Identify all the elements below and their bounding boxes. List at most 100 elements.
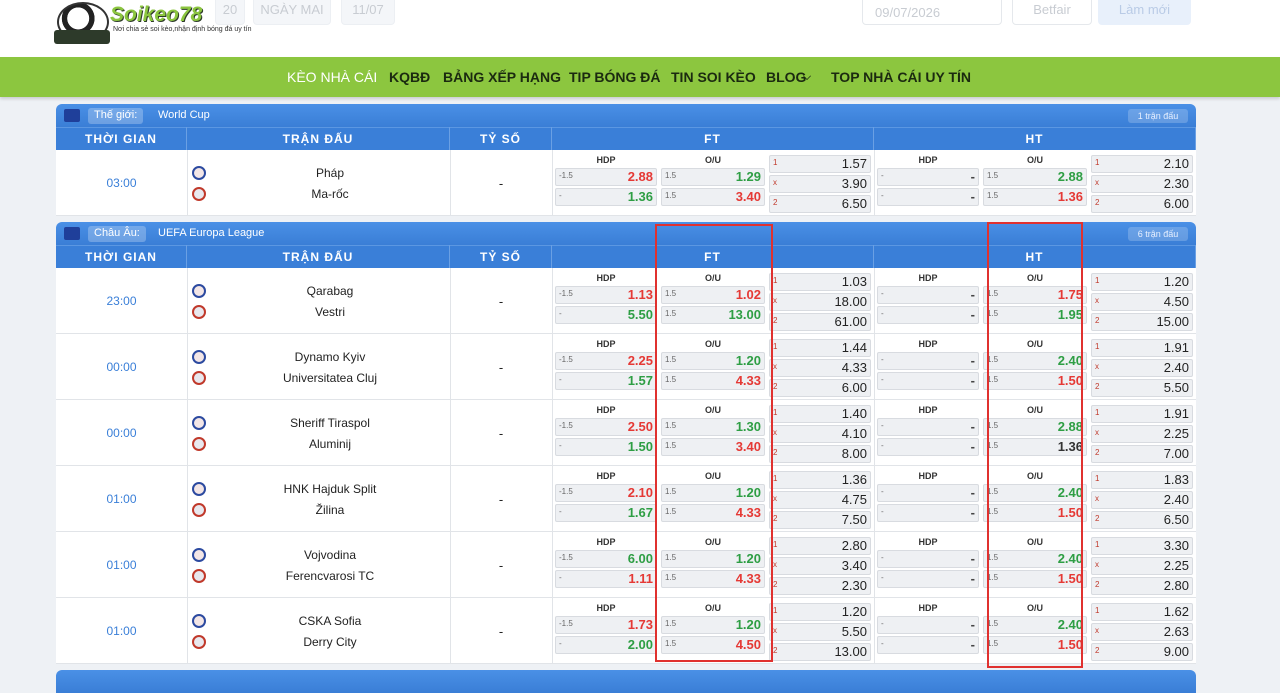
odds-cell[interactable] xyxy=(1091,491,1193,509)
odds-cell[interactable] xyxy=(769,623,871,641)
odds-cell[interactable] xyxy=(661,306,765,324)
odds-cell[interactable] xyxy=(769,537,871,555)
odds-cell[interactable] xyxy=(1091,577,1193,595)
odds-cell[interactable] xyxy=(1091,313,1193,331)
odds-cell[interactable] xyxy=(769,195,871,213)
odds-cell[interactable] xyxy=(983,550,1087,568)
odds-cell[interactable] xyxy=(983,636,1087,654)
odds-cell[interactable] xyxy=(661,286,765,304)
odds-cell[interactable] xyxy=(769,425,871,443)
nav-item[interactable]: TIP BÓNG ĐÁ xyxy=(569,69,661,85)
odds-cell[interactable] xyxy=(983,168,1087,186)
odds-cell[interactable] xyxy=(983,372,1087,390)
odds-cell[interactable] xyxy=(661,484,765,502)
date-tab[interactable]: 20 xyxy=(215,0,245,25)
odds-cell[interactable] xyxy=(983,188,1087,206)
odds-cell[interactable] xyxy=(877,188,979,206)
odds-cell[interactable] xyxy=(877,286,979,304)
odds-cell[interactable] xyxy=(1091,603,1193,621)
odds-cell[interactable] xyxy=(877,306,979,324)
odds-cell[interactable] xyxy=(769,511,871,529)
odds-cell[interactable] xyxy=(877,418,979,436)
odds-cell[interactable] xyxy=(769,175,871,193)
odds-cell[interactable] xyxy=(769,491,871,509)
date-tab[interactable]: NGÀY MAI xyxy=(253,0,331,25)
odds-cell[interactable] xyxy=(983,306,1087,324)
odds-cell[interactable] xyxy=(877,570,979,588)
odds-cell[interactable] xyxy=(1091,175,1193,193)
odds-value: 1.40 xyxy=(841,406,867,421)
odds-cell[interactable] xyxy=(769,273,871,291)
odds-cell[interactable] xyxy=(877,168,979,186)
odds-cell[interactable] xyxy=(661,418,765,436)
odds-cell[interactable] xyxy=(1091,293,1193,311)
odds-cell[interactable] xyxy=(983,616,1087,634)
nav-item[interactable]: KQBĐ xyxy=(389,69,431,85)
odds-cell[interactable] xyxy=(1091,339,1193,357)
odds-cell[interactable] xyxy=(983,352,1087,370)
odds-cell[interactable] xyxy=(1091,643,1193,661)
odds-cell[interactable] xyxy=(661,188,765,206)
odds-cell[interactable] xyxy=(555,168,657,186)
odds-cell[interactable] xyxy=(877,550,979,568)
odds-cell[interactable] xyxy=(769,603,871,621)
odds-cell[interactable] xyxy=(769,155,871,173)
odds-cell[interactable] xyxy=(769,339,871,357)
date-input[interactable]: 09/07/2026 xyxy=(862,0,1002,25)
odds-cell[interactable] xyxy=(877,504,979,522)
odds-cell[interactable] xyxy=(877,484,979,502)
odds-cell[interactable] xyxy=(1091,195,1193,213)
nav-item[interactable]: TOP NHÀ CÁI UY TÍN xyxy=(831,69,972,85)
odds-cell[interactable] xyxy=(661,352,765,370)
odds-cell[interactable] xyxy=(877,438,979,456)
odds-cell[interactable] xyxy=(1091,537,1193,555)
odds-cell[interactable] xyxy=(1091,623,1193,641)
odds-cell[interactable] xyxy=(983,484,1087,502)
odds-cell[interactable] xyxy=(769,293,871,311)
odds-cell[interactable] xyxy=(983,418,1087,436)
odds-cell[interactable] xyxy=(983,438,1087,456)
odds-cell[interactable] xyxy=(769,313,871,331)
odds-cell[interactable] xyxy=(1091,445,1193,463)
odds-cell[interactable] xyxy=(1091,379,1193,397)
odds-cell[interactable] xyxy=(769,379,871,397)
odds-cell[interactable] xyxy=(877,352,979,370)
odds-cell[interactable] xyxy=(769,557,871,575)
odds-cell[interactable] xyxy=(769,577,871,595)
odds-cell[interactable] xyxy=(1091,359,1193,377)
odds-cell[interactable] xyxy=(661,168,765,186)
odds-cell[interactable] xyxy=(555,188,657,206)
odds-cell[interactable] xyxy=(661,438,765,456)
odds-cell[interactable] xyxy=(661,372,765,390)
odds-cell[interactable] xyxy=(769,445,871,463)
odds-cell[interactable] xyxy=(983,504,1087,522)
date-tab[interactable]: 11/07 xyxy=(341,0,395,25)
odds-cell[interactable] xyxy=(1091,471,1193,489)
refresh-button[interactable]: Làm mới xyxy=(1098,0,1191,25)
odds-cell[interactable] xyxy=(1091,155,1193,173)
bookmaker-select[interactable]: Betfair xyxy=(1012,0,1092,25)
odds-cell[interactable] xyxy=(661,636,765,654)
odds-cell[interactable] xyxy=(661,504,765,522)
odds-cell[interactable] xyxy=(1091,425,1193,443)
odds-cell[interactable] xyxy=(769,405,871,423)
odds-cell[interactable] xyxy=(877,372,979,390)
odds-cell[interactable] xyxy=(769,643,871,661)
odds-cell[interactable] xyxy=(1091,557,1193,575)
odds-cell[interactable] xyxy=(661,570,765,588)
odds-cell[interactable] xyxy=(877,616,979,634)
odds-cell[interactable] xyxy=(769,359,871,377)
odds-cell[interactable] xyxy=(661,550,765,568)
nav-item[interactable]: KÈO NHÀ CÁI xyxy=(287,69,378,85)
odds-cell[interactable] xyxy=(769,471,871,489)
odds-cell[interactable] xyxy=(1091,405,1193,423)
nav-item[interactable]: BLOG xyxy=(766,69,807,85)
nav-item[interactable]: BẢNG XẾP HẠNG xyxy=(443,69,561,85)
odds-cell[interactable] xyxy=(983,286,1087,304)
nav-item[interactable]: TIN SOI KÈO xyxy=(671,69,756,85)
odds-cell[interactable] xyxy=(983,570,1087,588)
odds-cell[interactable] xyxy=(661,616,765,634)
odds-cell[interactable] xyxy=(877,636,979,654)
odds-cell[interactable] xyxy=(1091,511,1193,529)
odds-cell[interactable] xyxy=(1091,273,1193,291)
